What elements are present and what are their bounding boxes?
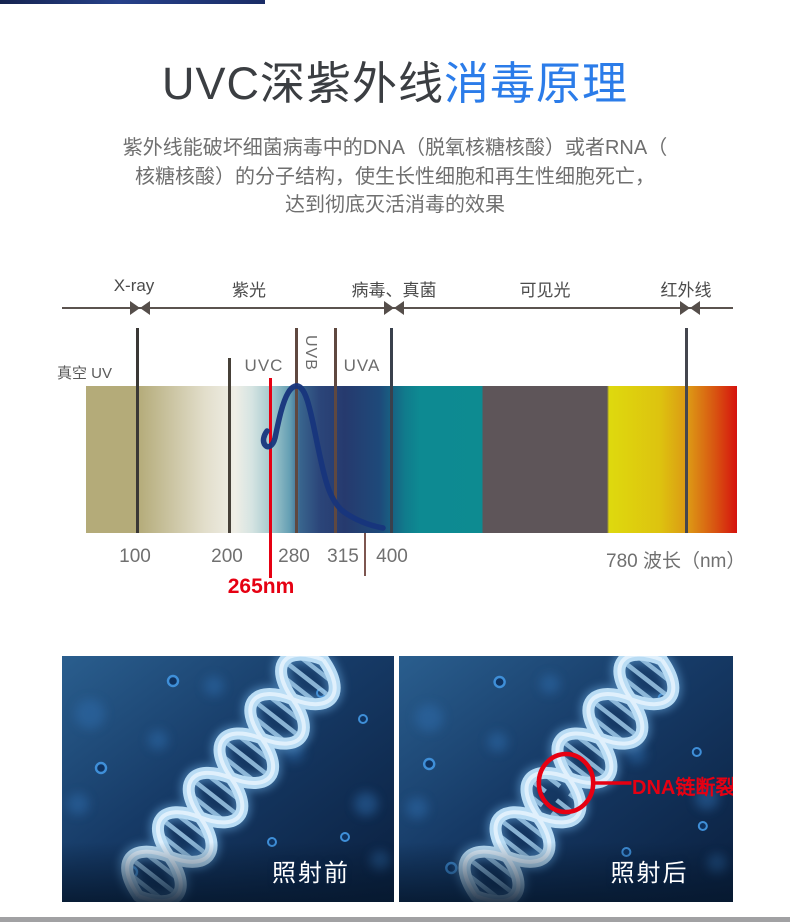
intro-line: 达到彻底灭活消毒的效果 xyxy=(285,194,505,216)
band-label-uva: UVA xyxy=(343,356,381,375)
spectrum-gradient-bar xyxy=(86,386,737,533)
germicidal-curve xyxy=(260,383,386,531)
tick-100nm xyxy=(136,328,139,533)
dna-after-image: DNA链断裂 照射后 xyxy=(399,656,733,902)
region-label-xray: X-ray xyxy=(113,276,155,295)
intro-line: 核糖核酸）的分子结构，使生长性细胞和再生性细胞死亡， xyxy=(135,165,655,188)
axis-divider-arrows-icon xyxy=(383,301,405,315)
intro-paragraph: 紫外线能破坏细菌病毒中的DNA（脱氧核糖核酸）或者RNA（ 核糖核酸）的分子结构… xyxy=(95,134,695,220)
wavelength-400: 400 xyxy=(376,546,408,567)
tick-200nm xyxy=(228,358,231,533)
dna-before-image: 照射前 xyxy=(62,656,394,902)
dna-helix-graphic xyxy=(399,656,733,902)
tick-365nm xyxy=(364,533,366,576)
axis-divider-arrows-icon xyxy=(679,301,701,315)
wavelength-200: 200 xyxy=(211,546,243,567)
wavelength-315: 315 xyxy=(327,546,359,567)
band-label-uvc: UVC xyxy=(244,356,284,375)
after-irradiation-label: 照射后 xyxy=(610,860,689,887)
wavelength-100: 100 xyxy=(119,546,151,567)
wavelength-280: 280 xyxy=(278,546,310,567)
wavelength-axis-label: 780 波长（nm） xyxy=(606,551,746,572)
bottom-section-divider xyxy=(0,917,790,922)
dna-helix-graphic xyxy=(62,656,394,902)
peak-wavelength-label: 265nm xyxy=(227,575,295,598)
top-accent-strip xyxy=(0,0,265,4)
region-label-visible: 可见光 xyxy=(519,281,571,300)
axis-divider-arrows-icon xyxy=(129,301,151,315)
intro-line: 紫外线能破坏细菌病毒中的DNA（脱氧核糖核酸）或者RNA（ xyxy=(122,137,668,159)
dna-break-label: DNA链断裂 xyxy=(632,777,733,799)
region-label-infrared: 红外线 xyxy=(660,281,712,300)
band-label-vacuum-uv: 真空 UV xyxy=(57,365,113,382)
before-irradiation-label: 照射前 xyxy=(272,860,350,887)
tick-780nm xyxy=(685,328,688,533)
band-label-uvb: UVB xyxy=(302,335,319,371)
tick-280nm xyxy=(295,328,298,533)
dna-break-annotation xyxy=(536,751,632,815)
peak-265nm-line xyxy=(269,378,272,578)
page-title-highlight: 消毒原理 xyxy=(444,58,629,109)
tick-315nm xyxy=(334,328,337,533)
page-title: UVC深紫外线消毒原理 xyxy=(0,58,790,110)
page-title-prefix: UVC深紫外线 xyxy=(161,58,444,109)
tick-400nm xyxy=(390,328,393,533)
region-label-germicidal: 病毒、真菌 xyxy=(351,281,437,300)
region-label-uv: 紫光 xyxy=(232,281,266,300)
